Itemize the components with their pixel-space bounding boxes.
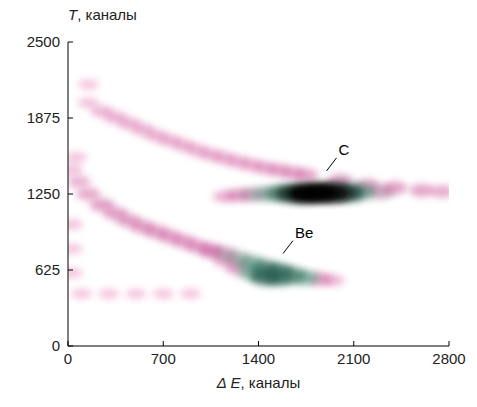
- density-point: [153, 288, 174, 299]
- x-tick-label: 2100: [337, 350, 370, 367]
- density-point: [71, 288, 92, 299]
- x-tick-label: 0: [64, 350, 72, 367]
- density-point: [68, 164, 83, 175]
- density-point: [78, 79, 99, 90]
- y-tick-label: 0: [52, 337, 60, 354]
- chart: 0 700 1400 2100 2800 0 625 1250 1875 2500 Δ E, кан…: [0, 0, 477, 407]
- density-point: [68, 219, 83, 230]
- leader-line: [283, 241, 293, 254]
- x-tick-label: 2800: [432, 350, 465, 367]
- density-point: [410, 184, 434, 197]
- y-tick: [68, 118, 73, 119]
- density-point: [126, 288, 147, 299]
- x-tick: [68, 341, 69, 346]
- density-point: [68, 152, 87, 163]
- annotation: C: [339, 141, 350, 158]
- y-tick-label: 625: [35, 261, 60, 278]
- y-tick: [68, 194, 73, 195]
- x-axis-title: Δ E, каналы: [216, 374, 300, 391]
- x-tick: [449, 341, 450, 346]
- x-tick: [163, 341, 164, 346]
- density-point: [294, 169, 318, 182]
- density-point: [180, 288, 201, 299]
- y-tick-label: 1250: [27, 185, 60, 202]
- y-tick: [68, 346, 73, 347]
- density-point: [68, 176, 90, 188]
- y-tick-label: 1875: [27, 109, 60, 126]
- y-axis-title: T, каналы: [68, 6, 137, 23]
- density-point: [68, 268, 83, 279]
- density-point: [302, 183, 338, 203]
- density-point: [76, 188, 100, 201]
- density-point: [250, 268, 281, 285]
- y-tick: [68, 270, 73, 271]
- x-tick: [258, 341, 259, 346]
- x-tick: [353, 341, 354, 346]
- annotation: Be: [295, 224, 313, 241]
- x-tick-label: 700: [151, 350, 176, 367]
- density-point: [68, 243, 83, 254]
- leader-line: [327, 158, 337, 171]
- x-tick-label: 1400: [242, 350, 275, 367]
- y-tick: [68, 42, 73, 43]
- density-point: [98, 288, 119, 299]
- y-tick-label: 2500: [27, 33, 60, 50]
- points: [68, 79, 449, 299]
